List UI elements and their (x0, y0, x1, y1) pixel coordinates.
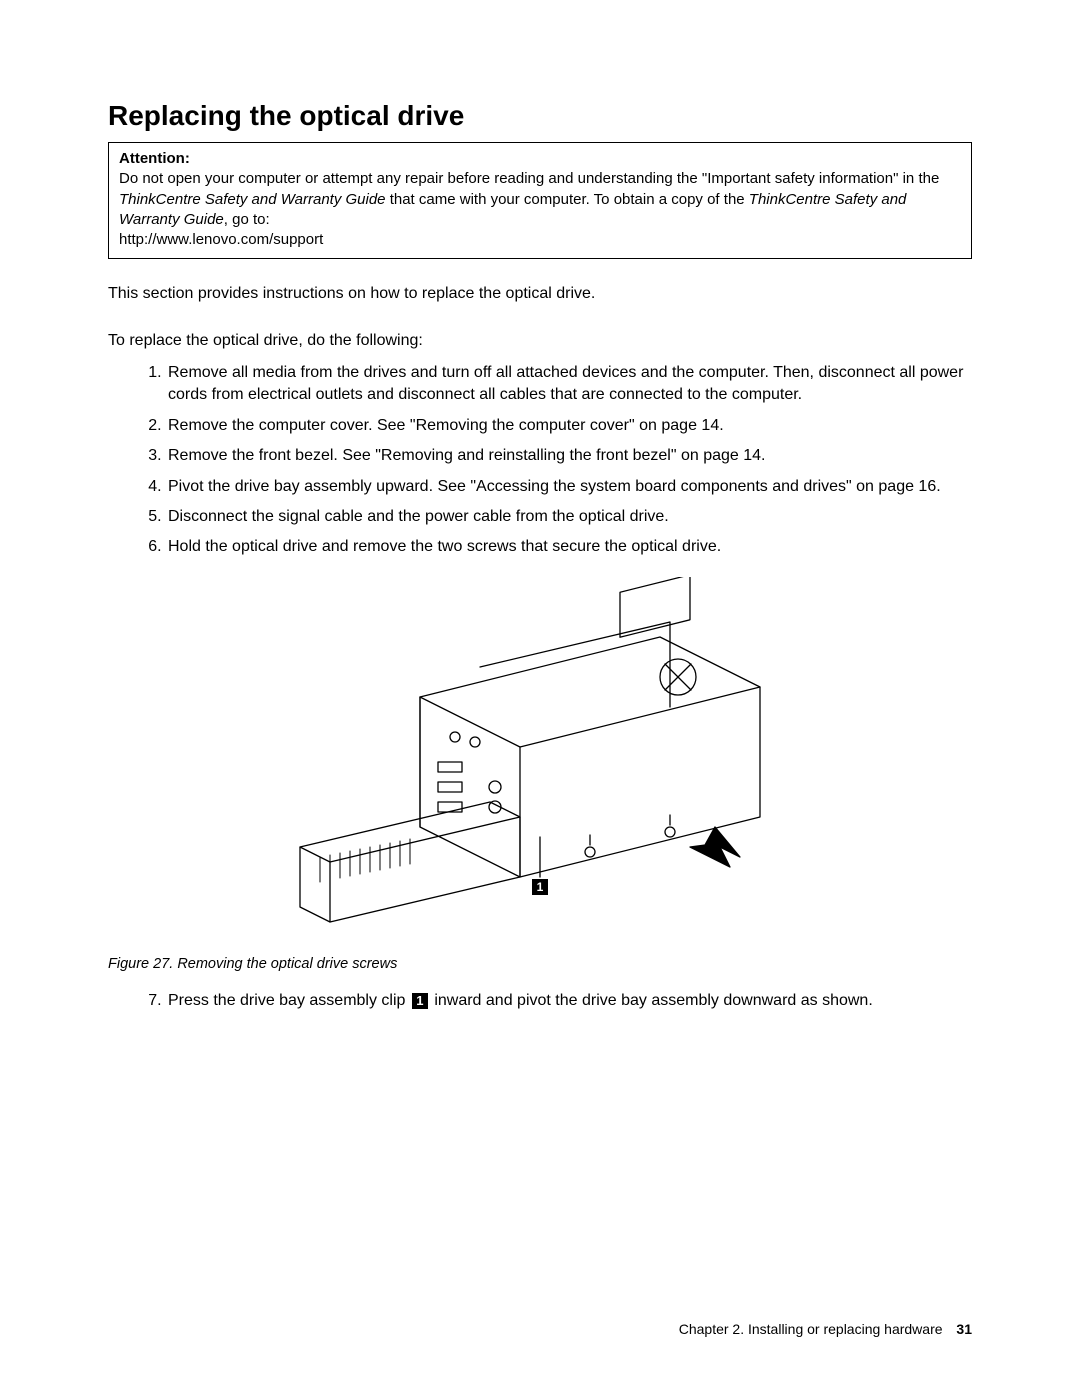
guide-title-1: ThinkCentre Safety and Warranty Guide (119, 191, 386, 208)
step-4: Pivot the drive bay assembly upward. See… (166, 476, 972, 498)
section-title: Replacing the optical drive (108, 100, 972, 132)
step-7: Press the drive bay assembly clip 1 inwa… (166, 990, 972, 1012)
lead-text: To replace the optical drive, do the fol… (108, 330, 972, 352)
step-7-post: inward and pivot the drive bay assembly … (430, 992, 873, 1009)
figure-callout-1: 1 (537, 880, 544, 894)
step-1: Remove all media from the drives and tur… (166, 362, 972, 407)
page-footer: Chapter 2. Installing or replacing hardw… (679, 1321, 972, 1337)
manual-page: Replacing the optical drive Attention: D… (0, 0, 1080, 1397)
attention-url: http://www.lenovo.com/support (119, 231, 323, 248)
attention-box: Attention: Do not open your computer or … (108, 142, 972, 259)
attention-body-post: , go to: (224, 211, 270, 228)
attention-heading: Attention: (119, 150, 190, 167)
instruction-list-cont: Press the drive bay assembly clip 1 inwa… (108, 990, 972, 1012)
figure-container: 1 (108, 577, 972, 942)
footer-page-number: 31 (956, 1321, 972, 1337)
optical-drive-diagram: 1 (260, 577, 820, 937)
intro-text: This section provides instructions on ho… (108, 283, 972, 305)
step-7-pre: Press the drive bay assembly clip (168, 992, 410, 1009)
attention-body-pre: Do not open your computer or attempt any… (119, 170, 939, 187)
step-3: Remove the front bezel. See "Removing an… (166, 445, 972, 467)
step-5: Disconnect the signal cable and the powe… (166, 506, 972, 528)
figure-caption: Figure 27. Removing the optical drive sc… (108, 956, 972, 972)
step-6: Hold the optical drive and remove the tw… (166, 536, 972, 558)
instruction-list: Remove all media from the drives and tur… (108, 362, 972, 559)
attention-body-mid: that came with your computer. To obtain … (386, 191, 749, 208)
footer-chapter: Chapter 2. Installing or replacing hardw… (679, 1321, 943, 1337)
step-2: Remove the computer cover. See "Removing… (166, 415, 972, 437)
callout-badge-1: 1 (412, 993, 428, 1009)
